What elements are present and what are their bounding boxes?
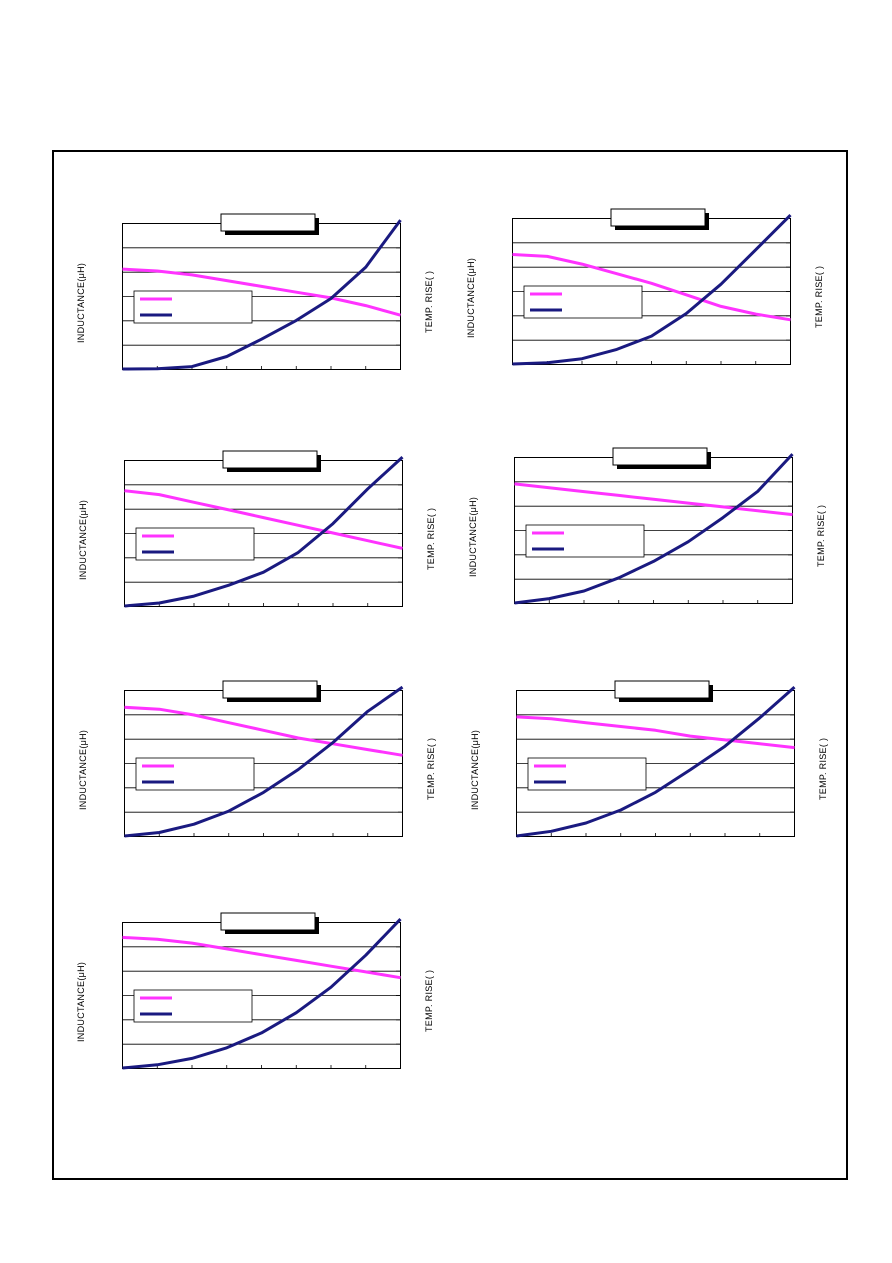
temp-rise-line xyxy=(516,685,796,838)
inductance-line xyxy=(122,935,401,980)
title-box xyxy=(222,680,318,699)
y2-axis-label: TEMP. RISE( ) xyxy=(816,504,826,567)
title-box xyxy=(614,680,710,699)
plot-area xyxy=(516,680,796,838)
title-box xyxy=(610,208,706,227)
legend xyxy=(135,527,255,561)
title-box xyxy=(612,447,708,466)
title-box xyxy=(222,450,318,469)
temp-rise-line xyxy=(124,455,404,608)
figure-frame xyxy=(52,150,848,1180)
y2-axis-label: TEMP. RISE( ) xyxy=(814,265,824,328)
inductance-line xyxy=(512,253,791,322)
y2-axis-label: TEMP. RISE( ) xyxy=(424,969,434,1032)
title-box xyxy=(220,213,316,232)
legend xyxy=(133,290,253,324)
y-axis-label: INDUCTANCE(μH) xyxy=(76,961,86,1042)
legend-box xyxy=(527,757,647,791)
inductance-line xyxy=(124,489,403,550)
y-axis-label: INDUCTANCE(μH) xyxy=(468,496,478,577)
legend-box xyxy=(525,524,645,558)
temp-rise-line xyxy=(122,219,402,371)
y2-axis-label: TEMP. RISE( ) xyxy=(426,737,436,800)
legend xyxy=(133,989,253,1023)
y2-axis-label: TEMP. RISE( ) xyxy=(426,507,436,570)
chart-panel-7: INDUCTANCE(μH) TEMP. RISE( ) xyxy=(52,912,434,1092)
temp-rise-line xyxy=(514,453,794,605)
temp-rise-line xyxy=(122,918,402,1070)
plot-area xyxy=(514,447,794,605)
y-axis-label: INDUCTANCE(μH) xyxy=(78,729,88,810)
y-axis-label: INDUCTANCE(μH) xyxy=(78,499,88,580)
chart-panel-2: INDUCTANCE(μH) TEMP. RISE( ) xyxy=(442,208,824,388)
inductance-line xyxy=(514,482,793,517)
chart-panel-4: INDUCTANCE(μH) TEMP. RISE( ) xyxy=(444,447,826,627)
legend-box xyxy=(135,527,255,561)
inductance-line xyxy=(122,267,401,317)
plot-area xyxy=(122,912,402,1070)
y2-axis-label: TEMP. RISE( ) xyxy=(818,737,828,800)
legend-box xyxy=(523,285,643,319)
y-axis-label: INDUCTANCE(μH) xyxy=(76,262,86,343)
temp-rise-line xyxy=(124,685,404,838)
plot-area xyxy=(124,450,404,608)
y-axis-label: INDUCTANCE(μH) xyxy=(466,257,476,338)
legend-box xyxy=(133,989,253,1023)
title-box xyxy=(220,912,316,931)
chart-panel-1: INDUCTANCE(μH) TEMP. RISE( ) xyxy=(52,213,434,393)
y2-axis-label: TEMP. RISE( ) xyxy=(424,270,434,333)
chart-panel-5: INDUCTANCE(μH) TEMP. RISE( ) xyxy=(54,680,436,860)
inductance-line xyxy=(516,715,795,750)
y-axis-label: INDUCTANCE(μH) xyxy=(470,729,480,810)
plot-area xyxy=(122,213,402,371)
legend xyxy=(525,524,645,558)
legend xyxy=(527,757,647,791)
legend xyxy=(135,757,255,791)
legend-box xyxy=(133,290,253,324)
legend xyxy=(523,285,643,319)
inductance-line xyxy=(124,705,403,757)
plot-area xyxy=(124,680,404,838)
temp-rise-line xyxy=(512,214,792,366)
plot-area xyxy=(512,208,792,366)
legend-box xyxy=(135,757,255,791)
chart-panel-3: INDUCTANCE(μH) TEMP. RISE( ) xyxy=(54,450,436,630)
chart-panel-6: INDUCTANCE(μH) TEMP. RISE( ) xyxy=(446,680,828,860)
